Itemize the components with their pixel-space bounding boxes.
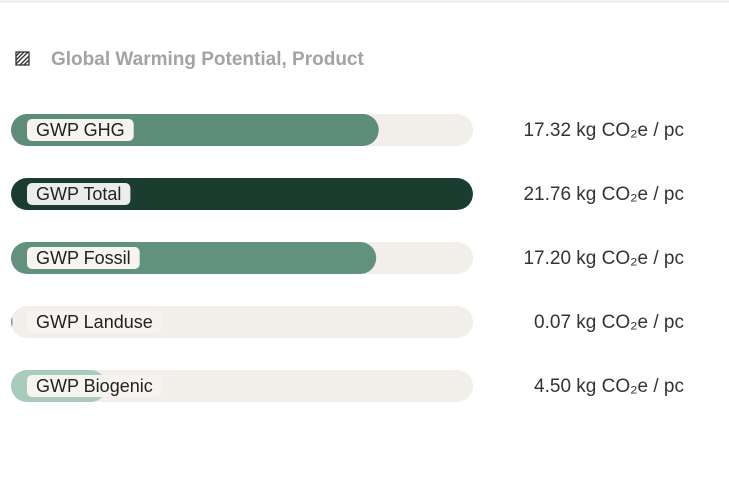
value-label: 21.76 kg CO₂e / pc <box>523 184 684 205</box>
value-label: 17.32 kg CO₂e / pc <box>523 120 684 141</box>
value-label: 4.50 kg CO₂e / pc <box>534 376 684 397</box>
title-icon <box>15 51 30 66</box>
category-label: GWP Fossil <box>36 248 131 268</box>
category-label: GWP Landuse <box>36 312 153 332</box>
label-pill <box>27 183 131 205</box>
value-label: 0.07 kg CO₂e / pc <box>534 312 684 333</box>
label-pill <box>27 311 162 333</box>
bar <box>11 306 13 338</box>
label-pill <box>27 247 140 269</box>
label-pill <box>27 375 162 397</box>
category-label: GWP Total <box>36 184 121 204</box>
category-label: GWP Biogenic <box>36 376 153 396</box>
category-label: GWP GHG <box>36 120 125 140</box>
value-label: 17.20 kg CO₂e / pc <box>523 248 684 269</box>
label-pill <box>27 119 134 141</box>
chart-title: Global Warming Potential, Product <box>51 49 364 70</box>
